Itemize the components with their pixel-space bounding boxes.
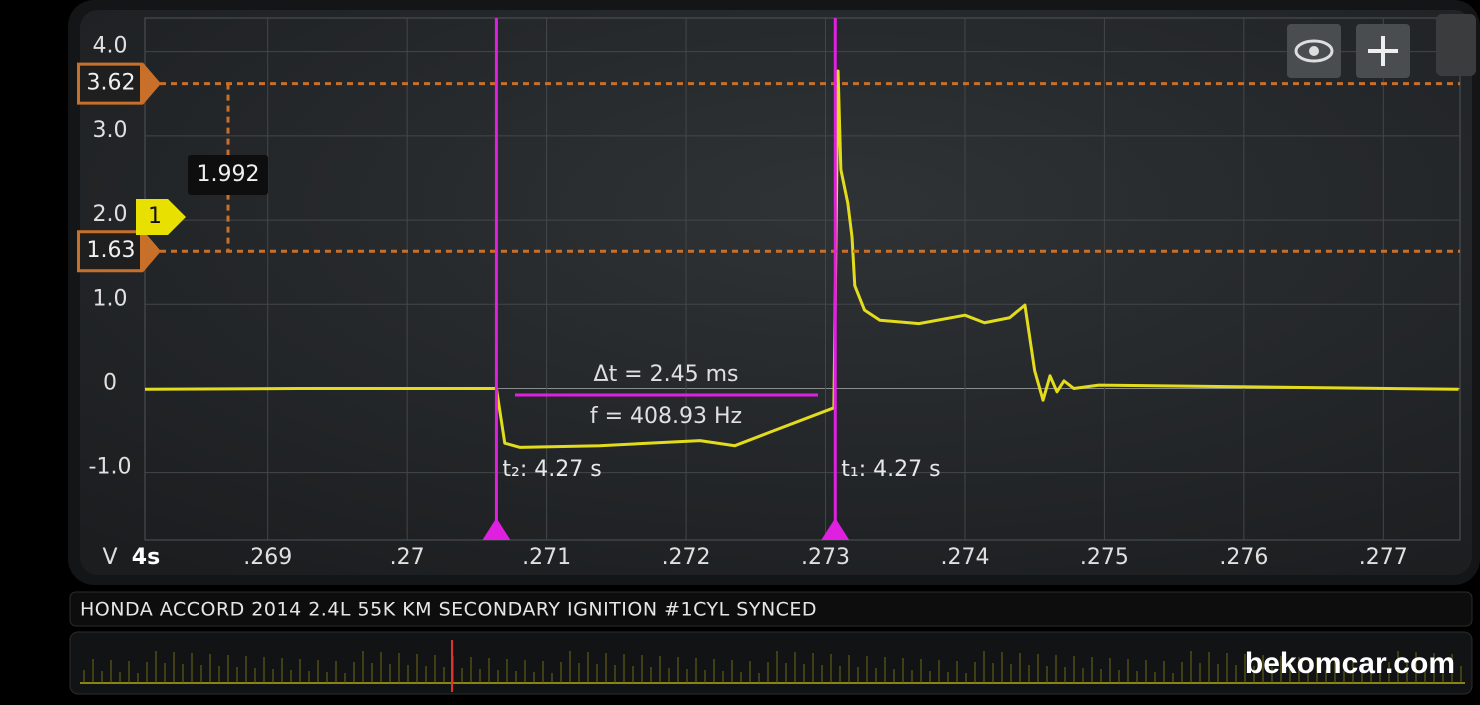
y-tick-label: 4.0	[93, 34, 128, 59]
h-cursor-label: 1.63	[87, 238, 136, 263]
h-delta-box	[188, 155, 268, 195]
frequency-label: f = 408.93 Hz	[590, 404, 742, 429]
h-cursor-tag-inner	[80, 65, 140, 102]
x-tick-label: .277	[1359, 545, 1408, 570]
x-tick-label: .276	[1219, 545, 1268, 570]
x-tick-label: .275	[1080, 545, 1129, 570]
plot-border	[144, 17, 1461, 541]
y-tick-label: 3.0	[93, 118, 128, 143]
trace-line	[144, 69, 1459, 449]
v-cursor-label: t₁: 4.27 s	[841, 457, 940, 482]
y-tick-label: -1.0	[89, 455, 132, 480]
grid	[145, 18, 1460, 540]
y-tick-label: 1.0	[93, 286, 128, 311]
h-cursor-label: 3.62	[87, 71, 136, 96]
watermark: bekomcar.com	[1245, 647, 1455, 680]
x-tick-label: .274	[940, 545, 989, 570]
x-tick-label: .269	[243, 545, 292, 570]
channel-marker	[136, 199, 186, 235]
timebase: 4s	[132, 545, 160, 570]
y-tick-label: 2.0	[93, 202, 128, 227]
eye-icon	[1294, 39, 1334, 63]
y-tick-label: 0	[103, 370, 117, 395]
x-tick-label: .272	[662, 545, 711, 570]
plus-icon	[1368, 36, 1398, 66]
v-cursor-handle	[482, 518, 511, 540]
h-cursor-tag-inner	[80, 233, 140, 270]
x-tick-label: .27	[390, 545, 425, 570]
x-tick-label: .271	[522, 545, 571, 570]
channel-label: 1	[148, 204, 162, 229]
side-handle[interactable]	[1436, 14, 1476, 76]
x-tick-label: .273	[801, 545, 850, 570]
title-bar	[69, 591, 1473, 627]
h-delta-label: 1.992	[197, 162, 260, 187]
trace-layer	[144, 69, 1459, 449]
y-unit: V	[102, 545, 117, 570]
v-cursor-label: t₂: 4.27 s	[502, 457, 601, 482]
plot-background	[80, 10, 1472, 575]
eye-pupil	[1309, 46, 1319, 56]
capture-title: HONDA ACCORD 2014 2.4L 55K KM SECONDARY …	[80, 599, 817, 621]
overview-strip[interactable]	[69, 631, 1473, 695]
v-cursor-handle	[821, 518, 850, 540]
delta-t-label: Δt = 2.45 ms	[594, 362, 739, 387]
